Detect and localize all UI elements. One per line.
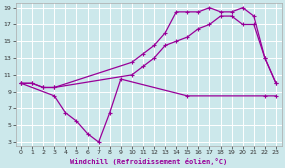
X-axis label: Windchill (Refroidissement éolien,°C): Windchill (Refroidissement éolien,°C) (70, 158, 227, 164)
